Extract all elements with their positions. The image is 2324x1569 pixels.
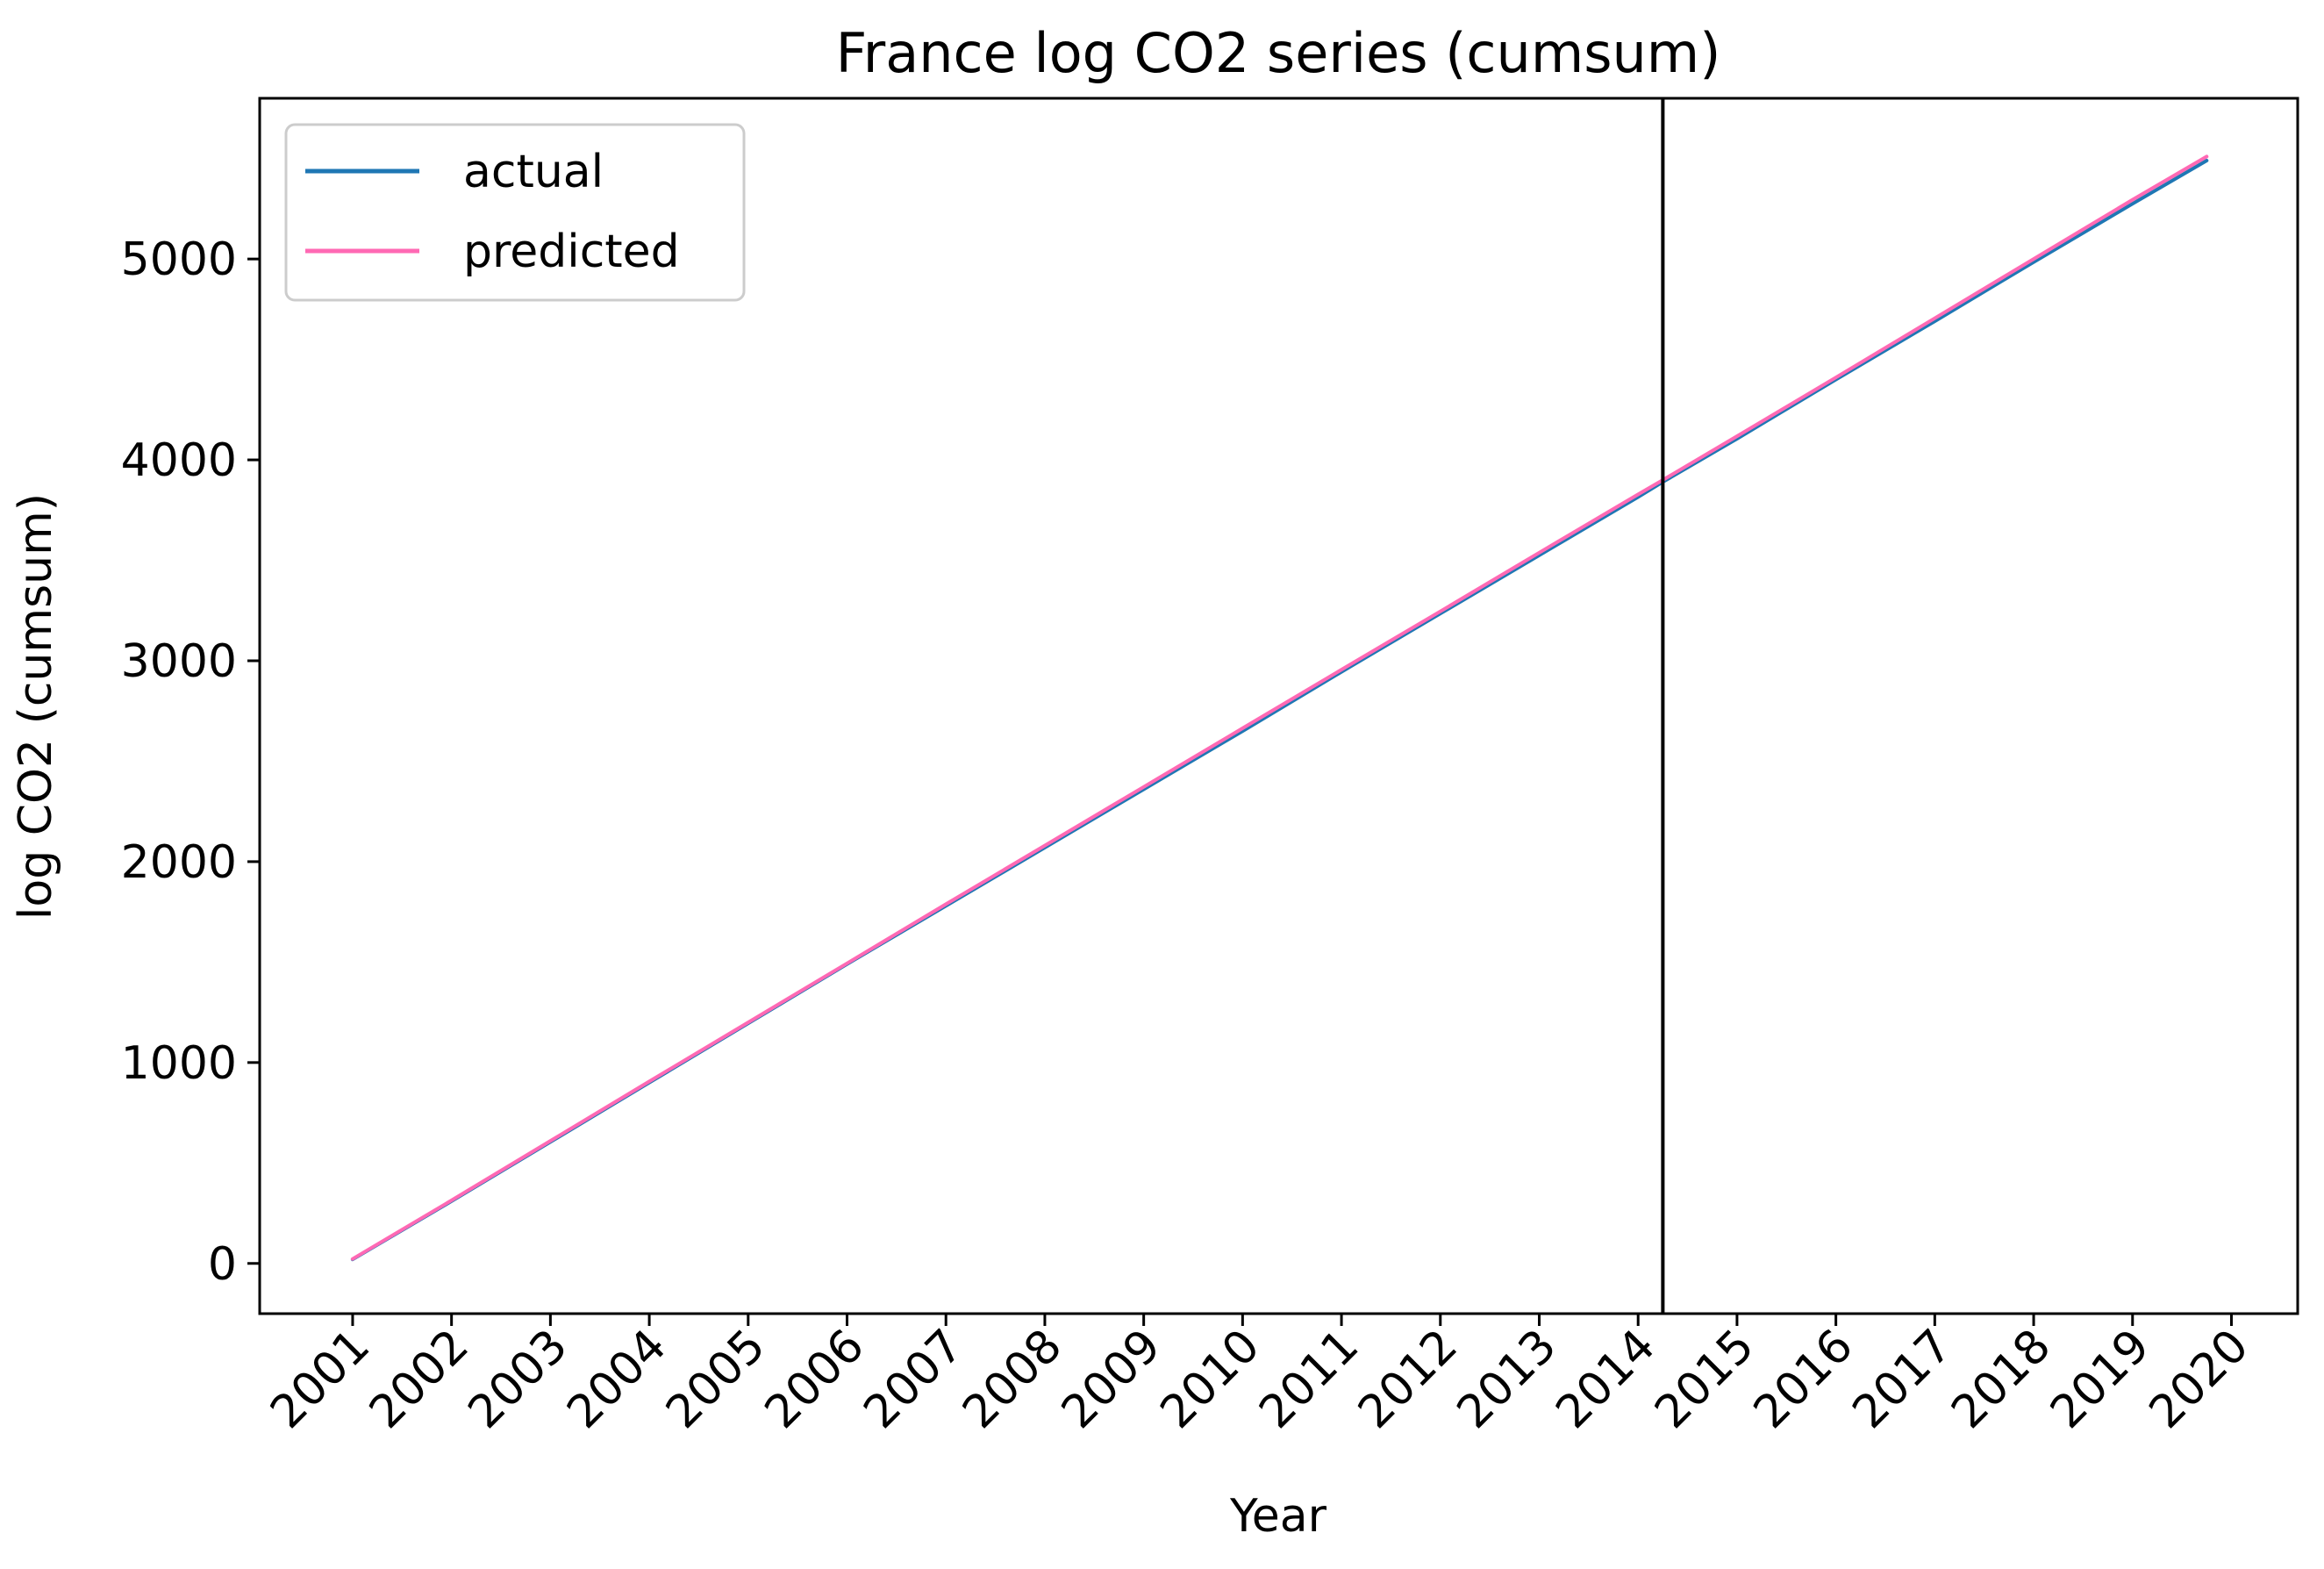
x-axis-label: Year [1229, 1490, 1327, 1543]
series-line-predicted [350, 154, 2209, 1261]
y-tick-label-0: 0 [208, 1238, 237, 1291]
plot-frame [258, 97, 2299, 1315]
legend-box [284, 123, 746, 302]
y-tick-label-3000: 3000 [121, 635, 237, 688]
legend: actual predicted [284, 123, 746, 302]
y-axis: 0 1000 2000 3000 4000 5000 [121, 233, 260, 1291]
y-tick-label-4000: 4000 [121, 434, 237, 487]
y-tick-label-1000: 1000 [121, 1037, 237, 1090]
series-lines [350, 154, 2209, 1262]
legend-label-predicted: predicted [463, 226, 680, 278]
chart-title: France log CO2 series (cumsum) [836, 21, 1721, 85]
y-tick-label-2000: 2000 [121, 836, 237, 889]
y-tick-label-5000: 5000 [121, 233, 237, 286]
y-axis-label: log CO2 (cumsum) [10, 493, 62, 920]
legend-label-actual: actual [463, 146, 604, 198]
